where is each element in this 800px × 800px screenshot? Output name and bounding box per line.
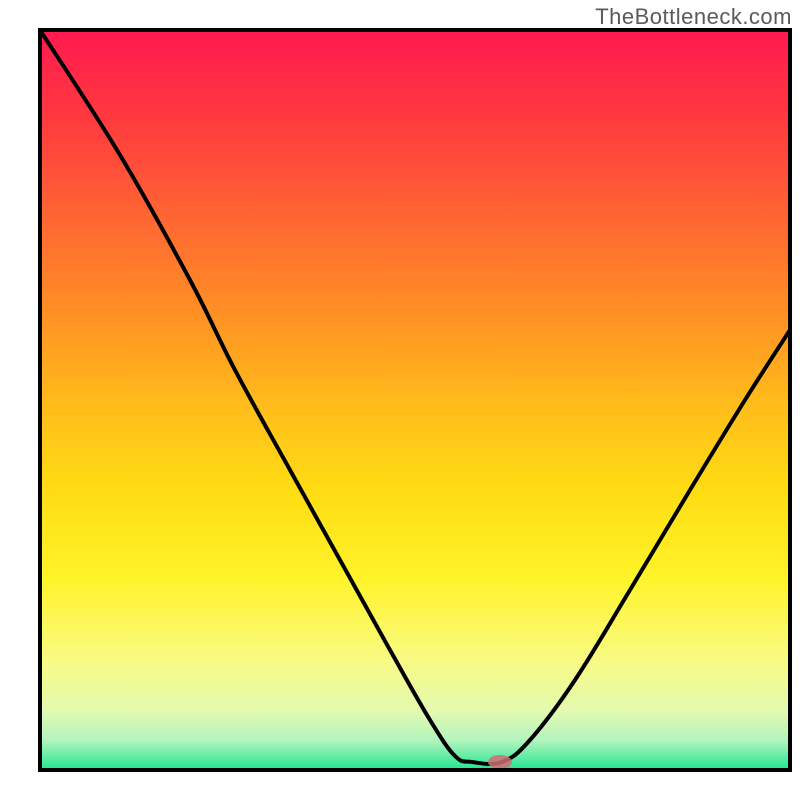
bottleneck-chart: TheBottleneck.com <box>0 0 800 800</box>
chart-background <box>40 30 790 770</box>
watermark-text: TheBottleneck.com <box>595 4 792 30</box>
optimum-marker <box>488 755 512 769</box>
chart-svg <box>0 0 800 800</box>
